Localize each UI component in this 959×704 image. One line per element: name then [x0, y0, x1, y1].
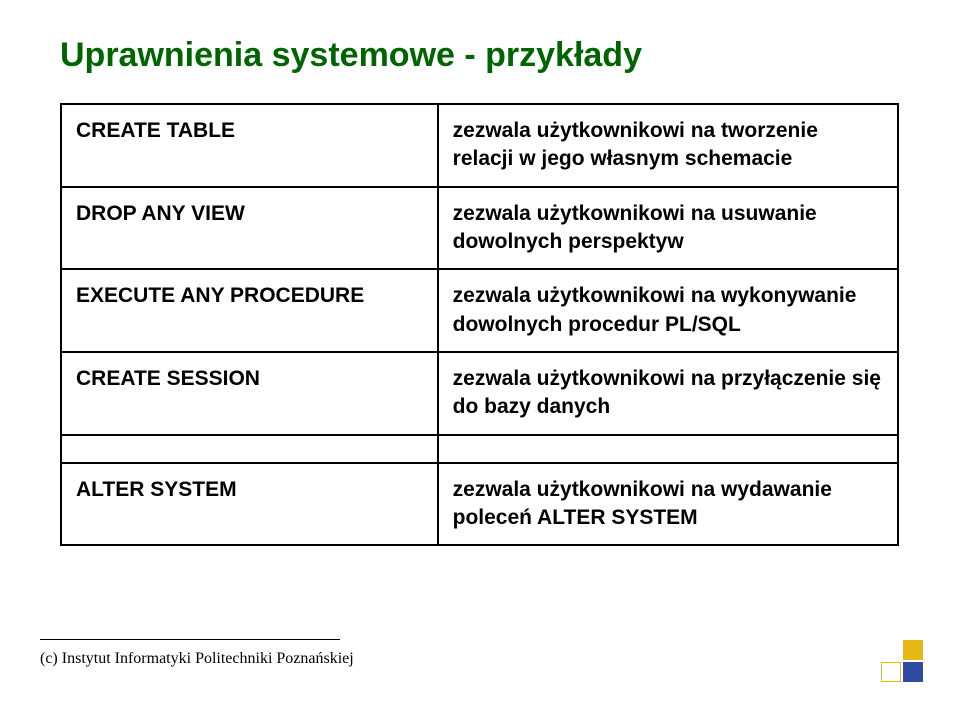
table-row: ALTER SYSTEM zezwala użytkownikowi na wy…	[61, 463, 898, 546]
privilege-desc: zezwala użytkownikowi na wykonywanie dow…	[438, 269, 898, 352]
slide-title: Uprawnienia systemowe - przykłady	[60, 36, 899, 75]
privilege-desc: zezwala użytkownikowi na przyłączenie si…	[438, 352, 898, 435]
table-row: DROP ANY VIEW zezwala użytkownikowi na u…	[61, 187, 898, 270]
table-row: EXECUTE ANY PROCEDURE zezwala użytkownik…	[61, 269, 898, 352]
privilege-desc: zezwala użytkownikowi na usuwanie dowoln…	[438, 187, 898, 270]
spacer-cell	[438, 435, 898, 463]
privilege-desc: zezwala użytkownikowi na wydawanie polec…	[438, 463, 898, 546]
deco-square-blue	[903, 662, 923, 682]
deco-square-outline	[881, 662, 901, 682]
table-spacer-row	[61, 435, 898, 463]
privilege-name: ALTER SYSTEM	[61, 463, 438, 546]
slide: Uprawnienia systemowe - przykłady CREATE…	[0, 0, 959, 704]
privilege-name: EXECUTE ANY PROCEDURE	[61, 269, 438, 352]
privilege-name: DROP ANY VIEW	[61, 187, 438, 270]
privilege-desc: zezwala użytkownikowi na tworzenie relac…	[438, 104, 898, 187]
corner-decoration-icon	[881, 640, 925, 684]
table-row: CREATE SESSION zezwala użytkownikowi na …	[61, 352, 898, 435]
privilege-name: CREATE SESSION	[61, 352, 438, 435]
footer-text: (c) Instytut Informatyki Politechniki Po…	[40, 650, 354, 668]
privilege-name: CREATE TABLE	[61, 104, 438, 187]
privileges-table: CREATE TABLE zezwala użytkownikowi na tw…	[60, 103, 899, 546]
spacer-cell	[61, 435, 438, 463]
footer-divider	[40, 639, 340, 640]
deco-square-yellow	[903, 640, 923, 660]
table-row: CREATE TABLE zezwala użytkownikowi na tw…	[61, 104, 898, 187]
